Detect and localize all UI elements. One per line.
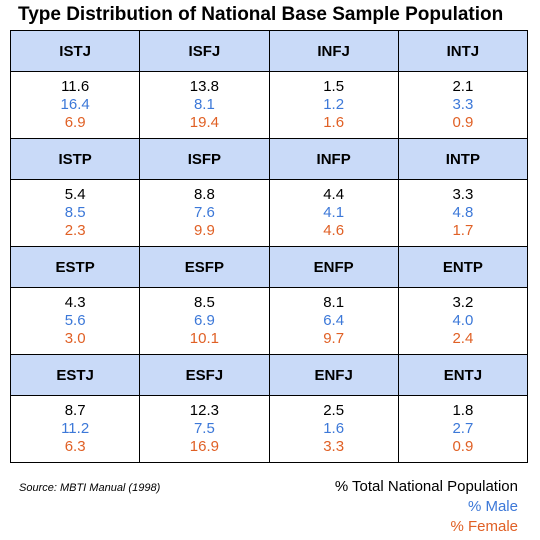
- type-distribution-table: ISTJ ISFJ INFJ INTJ 11.6 16.4 6.9 13.8 8.1 19.4 1.…: [9, 30, 529, 463]
- value-total: 3.3: [452, 186, 474, 203]
- type-values-cell: 4.4 4.1 4.6: [268, 179, 399, 247]
- legend-total: % Total National Population: [334, 478, 518, 495]
- type-values-cell: 11.6 16.4 6.9: [9, 71, 141, 139]
- value-total: 8.1: [323, 294, 345, 311]
- value-male: 8.5: [64, 204, 86, 221]
- type-header-row: ISTJ ISFJ INFJ INTJ: [9, 30, 529, 72]
- type-values-cell: 3.2 4.0 2.4: [397, 287, 529, 355]
- value-male: 11.2: [61, 420, 90, 437]
- type-values-cell: 4.3 5.6 3.0: [9, 287, 141, 355]
- value-male: 2.7: [452, 420, 474, 437]
- value-female: 6.3: [64, 438, 86, 455]
- value-male: 4.1: [323, 204, 345, 221]
- type-values-cell: 13.8 8.1 19.4: [139, 71, 270, 139]
- value-male: 6.4: [323, 312, 345, 329]
- value-female: 1.7: [452, 222, 474, 239]
- type-values-cell: 5.4 8.5 2.3: [9, 179, 141, 247]
- value-male: 4.0: [452, 312, 474, 329]
- type-header-row: ESTJ ESFJ ENFJ ENTJ: [9, 354, 529, 396]
- type-label: ISTJ: [9, 30, 141, 72]
- value-total: 11.6: [61, 78, 90, 95]
- value-male: 3.3: [452, 96, 474, 113]
- chart-title: Type Distribution of National Base Sampl…: [18, 4, 504, 25]
- value-total: 12.3: [189, 402, 219, 419]
- value-female: 0.9: [452, 438, 474, 455]
- value-total: 4.4: [323, 186, 345, 203]
- value-total: 8.8: [193, 186, 215, 203]
- type-label: ENFJ: [268, 354, 399, 396]
- value-female: 3.3: [323, 438, 345, 455]
- type-label: ESFJ: [139, 354, 270, 396]
- type-label: ESTP: [9, 246, 141, 288]
- value-total: 1.5: [323, 78, 345, 95]
- value-female: 9.7: [323, 330, 345, 347]
- type-label: INTP: [397, 138, 529, 180]
- type-label: ISFJ: [139, 30, 270, 72]
- type-label: ENTJ: [397, 354, 529, 396]
- value-total: 5.4: [64, 186, 86, 203]
- type-values-row: 4.3 5.6 3.0 8.5 6.9 10.1 8.1 6.4 9.7 3.2 4.0 2.4: [9, 287, 529, 355]
- type-values-cell: 2.5 1.6 3.3: [268, 395, 399, 463]
- value-total: 1.8: [452, 402, 474, 419]
- type-values-cell: 8.1 6.4 9.7: [268, 287, 399, 355]
- type-values-cell: 8.7 11.2 6.3: [9, 395, 141, 463]
- type-label: ISTP: [9, 138, 141, 180]
- value-female: 0.9: [452, 114, 474, 131]
- value-female: 6.9: [64, 114, 86, 131]
- type-values-row: 5.4 8.5 2.3 8.8 7.6 9.9 4.4 4.1 4.6 3.3 4.8 1.7: [9, 179, 529, 247]
- value-male: 5.6: [64, 312, 86, 329]
- type-values-cell: 1.5 1.2 1.6: [268, 71, 399, 139]
- value-total: 2.1: [452, 78, 474, 95]
- value-male: 7.5: [193, 420, 215, 437]
- type-values-cell: 1.8 2.7 0.9: [397, 395, 529, 463]
- legend: % Total National Population % Male % Fem…: [335, 477, 518, 537]
- type-label: INFJ: [268, 30, 399, 72]
- value-total: 8.5: [193, 294, 215, 311]
- value-male: 7.6: [193, 204, 215, 221]
- type-values-cell: 3.3 4.8 1.7: [397, 179, 529, 247]
- type-values-row: 11.6 16.4 6.9 13.8 8.1 19.4 1.5 1.2 1.6 2.1 3.3 0.9: [9, 71, 529, 139]
- type-label: ISFP: [139, 138, 270, 180]
- type-header-row: ISTP ISFP INFP INTP: [9, 138, 529, 180]
- value-male: 16.4: [60, 96, 90, 113]
- value-female: 1.6: [323, 114, 345, 131]
- source-note: Source: MBTI Manual (1998): [19, 482, 161, 494]
- value-female: 2.3: [64, 222, 86, 239]
- value-female: 3.0: [64, 330, 86, 347]
- value-female: 10.1: [189, 330, 219, 347]
- value-male: 8.1: [193, 96, 215, 113]
- type-label: ESTJ: [9, 354, 141, 396]
- value-male: 4.8: [452, 204, 474, 221]
- value-female: 19.4: [189, 114, 219, 131]
- legend-male: % Male: [467, 498, 518, 515]
- legend-female: % Female: [450, 518, 518, 535]
- value-male: 1.6: [323, 420, 345, 437]
- type-label: ENFP: [268, 246, 399, 288]
- value-total: 8.7: [64, 402, 86, 419]
- type-values-cell: 8.8 7.6 9.9: [139, 179, 270, 247]
- value-male: 6.9: [193, 312, 215, 329]
- type-values-row: 8.7 11.2 6.3 12.3 7.5 16.9 2.5 1.6 3.3 1.8 2.7 0.9: [9, 395, 529, 463]
- type-label: INTJ: [397, 30, 529, 72]
- value-total: 2.5: [323, 402, 345, 419]
- value-female: 16.9: [189, 438, 219, 455]
- type-label: ESFP: [139, 246, 270, 288]
- value-total: 4.3: [64, 294, 86, 311]
- type-header-row: ESTP ESFP ENFP ENTP: [9, 246, 529, 288]
- value-total: 13.8: [189, 78, 219, 95]
- value-female: 2.4: [452, 330, 474, 347]
- value-female: 4.6: [323, 222, 345, 239]
- type-label: ENTP: [397, 246, 529, 288]
- type-values-cell: 8.5 6.9 10.1: [139, 287, 270, 355]
- type-values-cell: 2.1 3.3 0.9: [397, 71, 529, 139]
- value-total: 3.2: [452, 294, 474, 311]
- type-values-cell: 12.3 7.5 16.9: [139, 395, 270, 463]
- value-female: 9.9: [193, 222, 215, 239]
- value-male: 1.2: [323, 96, 345, 113]
- type-label: INFP: [268, 138, 399, 180]
